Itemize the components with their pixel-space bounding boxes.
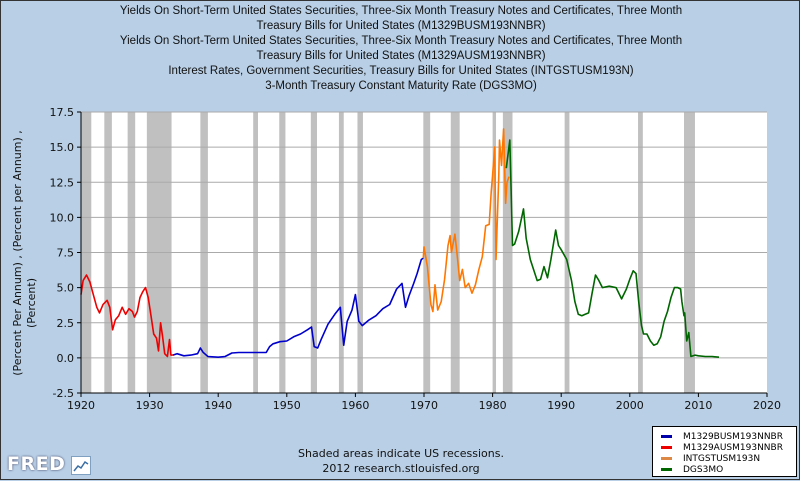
legend-swatch — [661, 446, 672, 449]
y-tick-label: 5.0 — [57, 282, 75, 295]
x-tick-label: 1950 — [273, 399, 301, 412]
x-tick-label: 2000 — [616, 399, 644, 412]
chart-logo-icon — [71, 456, 91, 475]
y-tick-label: 17.5 — [50, 106, 75, 119]
y-tick-label: 0.0 — [57, 352, 75, 365]
y-axis-label-2: (Percent) — [25, 278, 38, 328]
title-line: Interest Rates, Government Securities, T… — [168, 65, 634, 77]
legend-swatch — [661, 468, 672, 471]
title-line: Treasury Bills for United States (M1329B… — [256, 20, 546, 32]
legend-label: M1329BUSM193NNBR — [683, 431, 783, 442]
series-line-M1329BUSM193NNBR — [172, 257, 424, 359]
x-tick-label: 2020 — [753, 399, 781, 412]
legend-swatch — [661, 457, 672, 460]
legend: M1329BUSM193NNBR M1329AUSM193NNBR INTGST… — [652, 426, 797, 477]
legend-item: DGS3MO — [661, 464, 723, 475]
x-tick-label: 2010 — [684, 399, 712, 412]
x-tick-label: 1940 — [204, 399, 232, 412]
source-note: 2012 research.stlouisfed.org — [322, 462, 480, 475]
y-tick-label: 12.5 — [50, 176, 75, 189]
y-tick-label: 2.5 — [57, 317, 75, 330]
y-tick-label: 7.5 — [57, 247, 75, 260]
title-line: Yields On Short-Term United States Secur… — [119, 5, 683, 17]
title-line: Treasury Bills for United States (M1329A… — [256, 50, 546, 62]
axes: -2.5 0.0 2.5 5.0 7.5 10.0 12.5 15.0 17.5 1920 1930… — [50, 106, 782, 412]
x-tick-label: 1980 — [479, 399, 507, 412]
y-axis-label: (Percent Per Annum) , (Percent per Annum… — [11, 130, 24, 376]
legend-item: M1329AUSM193NNBR — [661, 442, 783, 453]
series-line-M1329AUSM193NNBR — [80, 274, 173, 358]
y-tick-label: -2.5 — [53, 387, 74, 400]
y-tick-label: 15.0 — [50, 141, 75, 154]
legend-item: M1329BUSM193NNBR — [661, 431, 783, 442]
x-tick-label: 1970 — [410, 399, 438, 412]
title-line: Yields On Short-Term United States Secur… — [119, 35, 683, 47]
x-tick-label: 1990 — [547, 399, 575, 412]
legend-item: INTGSTUSM193N — [661, 453, 760, 464]
recession-note: Shaded areas indicate US recessions. — [298, 447, 504, 460]
legend-label: INTGSTUSM193N — [683, 453, 761, 464]
fred-logo[interactable]: FRED — [7, 453, 66, 475]
legend-swatch — [661, 435, 672, 438]
legend-label: DGS3MO — [683, 464, 724, 475]
title-line: 3-Month Treasury Constant Maturity Rate … — [265, 80, 537, 92]
x-tick-label: 1930 — [136, 399, 164, 412]
legend-label: M1329AUSM193NNBR — [683, 442, 783, 453]
x-tick-label: 1960 — [341, 399, 369, 412]
x-tick-label: 1920 — [67, 399, 95, 412]
series-line-DGS3MO — [505, 139, 720, 358]
y-tick-label: 10.0 — [50, 211, 75, 224]
series-line-INTGSTUSM193N — [422, 128, 510, 313]
series-lines — [80, 128, 720, 359]
chart-title: Yields On Short-Term United States Secur… — [1, 4, 800, 94]
